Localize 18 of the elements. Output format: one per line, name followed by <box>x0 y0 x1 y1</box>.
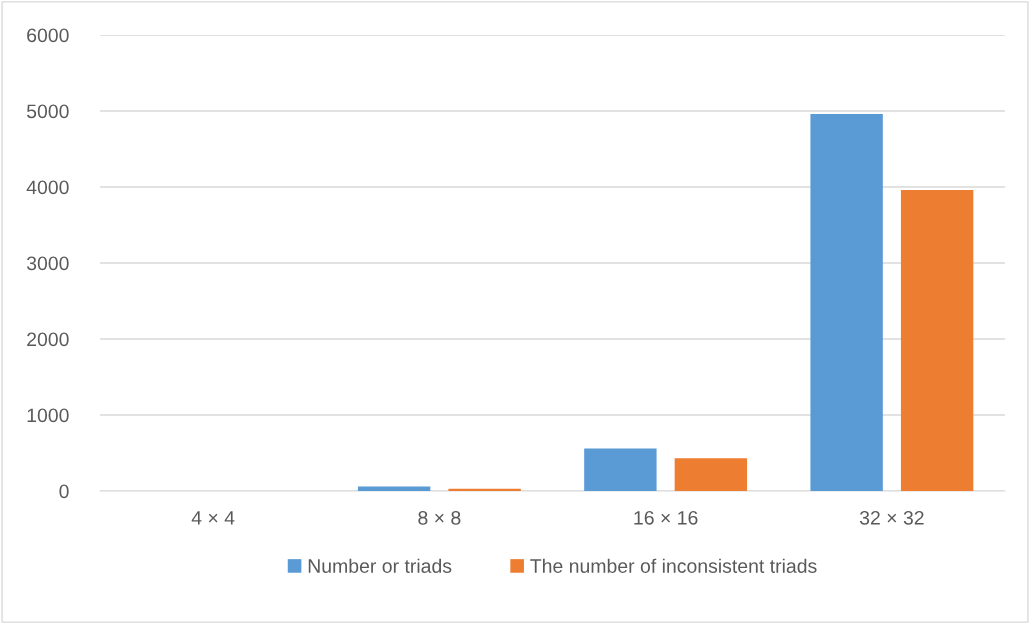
x-tick-label: 32 × 32 <box>859 510 924 525</box>
y-tick-label: 5000 <box>26 104 69 119</box>
x-tick-label: 16 × 16 <box>634 510 698 525</box>
y-tick-label: 3000 <box>26 256 69 271</box>
bar <box>357 486 431 491</box>
y-tick-label: 0 <box>59 484 69 499</box>
x-tick-label: 8 × 8 <box>418 510 461 525</box>
legend-label: Number or triads <box>308 558 452 573</box>
y-tick-label: 1000 <box>27 408 69 423</box>
bar <box>584 448 657 491</box>
legend-label: The number of inconsistent triads <box>530 558 817 573</box>
bar <box>810 114 883 491</box>
x-tick-label: 4 × 4 <box>191 511 235 525</box>
y-tick-label: 4000 <box>26 180 69 195</box>
bar <box>900 190 974 491</box>
bar <box>674 458 748 491</box>
y-tick-label: 6000 <box>27 28 69 43</box>
y-tick-label: 2000 <box>27 332 69 347</box>
